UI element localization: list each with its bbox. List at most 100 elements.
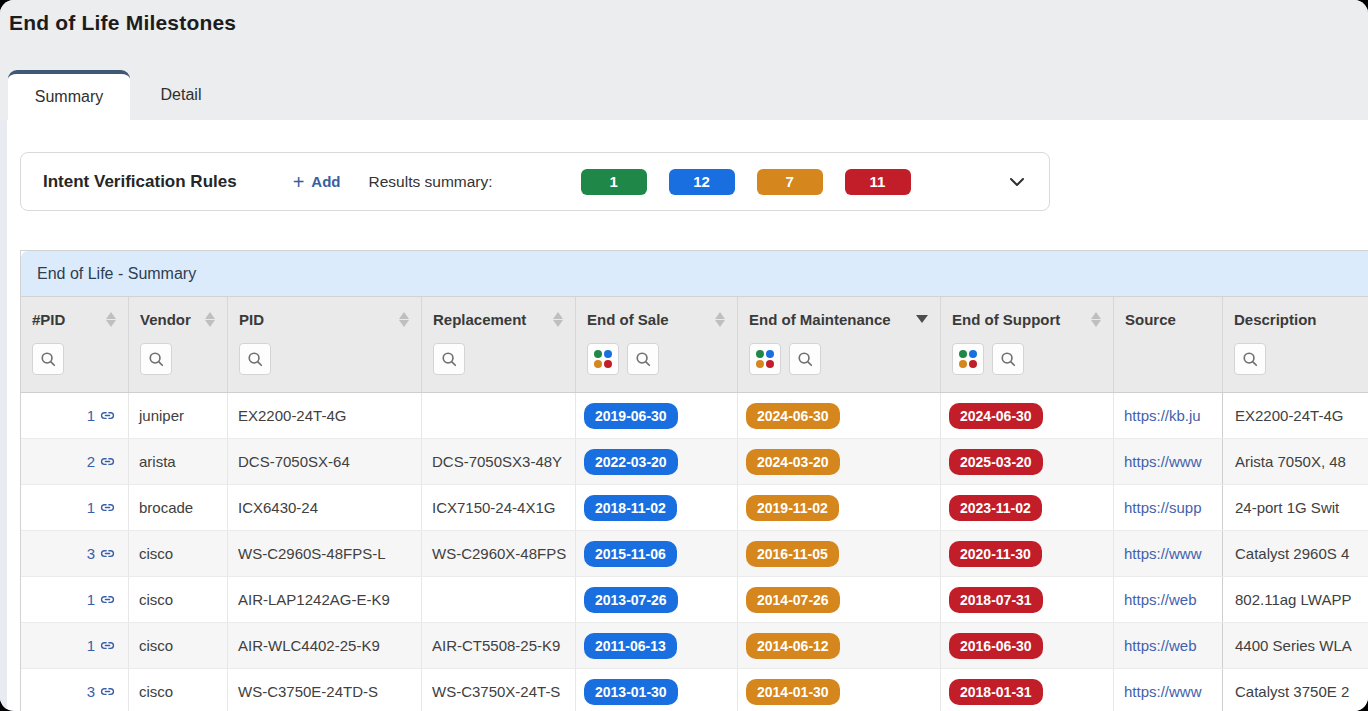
cell-text: cisco — [139, 545, 173, 562]
caret-down-icon — [205, 320, 215, 327]
column-title: #PID — [32, 311, 65, 328]
caret-up-icon — [399, 312, 409, 319]
source-link[interactable]: https://www — [1124, 545, 1202, 562]
cell-text: 4400 Series WLA — [1235, 637, 1352, 654]
cell-pid-count[interactable]: 1 — [21, 485, 129, 530]
app-window: End of Life Milestones Summary Detail In… — [0, 0, 1368, 711]
cell-description: 24-port 1G Swit — [1222, 485, 1368, 530]
sort-icon[interactable] — [205, 312, 215, 327]
table-row: 1brocadeICX6430-24ICX7150-24-4X1G2018-11… — [21, 485, 1368, 531]
color-filter-button-end_of_support[interactable] — [952, 343, 984, 375]
date-badge-end_of_sale: 2015-11-06 — [584, 541, 677, 567]
search-filter-button-vendor[interactable] — [140, 343, 172, 375]
pid-count-link[interactable]: 2 — [87, 453, 95, 470]
column-filter-row-replacement — [422, 341, 575, 392]
search-filter-button-replacement[interactable] — [433, 343, 465, 375]
column-header-end_of_support[interactable]: End of Support — [941, 297, 1114, 392]
sort-icon[interactable] — [106, 312, 116, 327]
result-badge-blue-count[interactable]: 12 — [669, 169, 735, 195]
source-link[interactable]: https://kb.ju — [1124, 407, 1201, 424]
cell-replacement: WS-C2960X-48FPS — [422, 531, 576, 576]
cell-replacement — [422, 577, 576, 622]
column-label-row-end_of_sale: End of Sale — [576, 297, 737, 341]
date-badge-end_of_maintenance: 2024-06-30 — [746, 403, 840, 429]
sort-icon[interactable] — [553, 312, 563, 327]
result-badge-red-count[interactable]: 11 — [845, 169, 911, 195]
pid-count-link[interactable]: 1 — [87, 499, 95, 516]
sort-icon[interactable] — [715, 312, 725, 327]
search-filter-button-end_of_sale[interactable] — [627, 343, 659, 375]
date-badge-end_of_sale: 2011-06-13 — [584, 633, 677, 659]
source-link[interactable]: https://web — [1124, 591, 1197, 608]
column-header-vendor[interactable]: Vendor — [129, 297, 228, 392]
search-filter-button-pid[interactable] — [239, 343, 271, 375]
color-dot — [969, 350, 977, 358]
cell-end_of_sale: 2011-06-13 — [576, 623, 738, 668]
pid-count-link[interactable]: 3 — [87, 683, 95, 700]
cell-pid-count[interactable]: 1 — [21, 393, 129, 438]
cell-text: cisco — [139, 683, 173, 700]
caret-down-icon — [715, 320, 725, 327]
sort-icon[interactable] — [1091, 312, 1101, 327]
cell-pid-count[interactable]: 1 — [21, 577, 129, 622]
pid-count-link[interactable]: 1 — [87, 637, 95, 654]
color-dot — [766, 350, 774, 358]
add-rule-button[interactable]: + Add — [293, 172, 341, 192]
collapse-panel-button[interactable] — [1007, 172, 1027, 192]
cell-pid-count[interactable]: 2 — [21, 439, 129, 484]
sort-desc-icon[interactable] — [916, 315, 928, 323]
date-badge-end_of_sale: 2018-11-02 — [584, 495, 677, 521]
chain-link-icon — [100, 638, 115, 653]
cell-end_of_maintenance: 2014-06-12 — [738, 623, 941, 668]
cell-text: DCS-7050SX3-48Y — [432, 453, 562, 470]
search-icon — [1241, 350, 1259, 368]
color-filter-button-end_of_maintenance[interactable] — [749, 343, 781, 375]
cell-description: Arista 7050X, 48 — [1222, 439, 1368, 484]
column-header-pid_count[interactable]: #PID — [21, 297, 129, 392]
color-filter-button-end_of_sale[interactable] — [587, 343, 619, 375]
pid-count-link[interactable]: 3 — [87, 545, 95, 562]
search-filter-button-end_of_maintenance[interactable] — [789, 343, 821, 375]
search-icon — [440, 350, 458, 368]
source-link[interactable]: https://www — [1124, 453, 1202, 470]
column-header-end_of_sale[interactable]: End of Sale — [576, 297, 738, 392]
column-label-row-source: Source — [1114, 297, 1222, 341]
search-filter-button-end_of_support[interactable] — [992, 343, 1024, 375]
source-link[interactable]: https://web — [1124, 637, 1197, 654]
sort-icon[interactable] — [399, 312, 409, 327]
pid-count-link[interactable]: 1 — [87, 407, 95, 424]
color-dot — [959, 350, 967, 358]
date-badge-end_of_maintenance: 2014-07-26 — [746, 587, 840, 613]
add-rule-label: Add — [311, 173, 340, 190]
result-badge-green-count[interactable]: 1 — [581, 169, 647, 195]
cell-pid-count[interactable]: 1 — [21, 623, 129, 668]
column-header-replacement[interactable]: Replacement — [422, 297, 576, 392]
source-link[interactable]: https://supp — [1124, 499, 1202, 516]
cell-end_of_maintenance: 2014-01-30 — [738, 669, 941, 711]
result-badge-orange-count[interactable]: 7 — [757, 169, 823, 195]
cell-pid-count[interactable]: 3 — [21, 669, 129, 711]
caret-up-icon — [553, 312, 563, 319]
cell-text: ICX7150-24-4X1G — [432, 499, 555, 516]
column-header-end_of_maintenance[interactable]: End of Maintenance — [738, 297, 941, 392]
column-header-description[interactable]: Description — [1223, 297, 1368, 392]
table-row: 3ciscoWS-C2960S-48FPS-LWS-C2960X-48FPS20… — [21, 531, 1368, 577]
cell-description: Catalyst 3750E 2 — [1222, 669, 1368, 711]
eol-summary-table: End of Life - Summary #PIDVendorPIDRepla… — [20, 250, 1368, 711]
cell-vendor: cisco — [129, 623, 228, 668]
page-header: End of Life Milestones Summary Detail — [0, 0, 1368, 120]
search-filter-button-pid_count[interactable] — [32, 343, 64, 375]
tab-detail[interactable]: Detail — [130, 70, 232, 120]
column-header-pid[interactable]: PID — [228, 297, 422, 392]
cell-pid-count[interactable]: 3 — [21, 531, 129, 576]
cell-end_of_support: 2018-01-31 — [941, 669, 1114, 711]
cell-end_of_sale: 2022-03-20 — [576, 439, 738, 484]
cell-end_of_support: 2025-03-20 — [941, 439, 1114, 484]
cell-text: Arista 7050X, 48 — [1235, 453, 1346, 470]
cell-vendor: cisco — [129, 669, 228, 711]
tab-summary[interactable]: Summary — [8, 70, 130, 120]
column-header-source[interactable]: Source — [1114, 297, 1223, 392]
source-link[interactable]: https://www — [1124, 683, 1202, 700]
search-filter-button-description[interactable] — [1234, 343, 1266, 375]
pid-count-link[interactable]: 1 — [87, 591, 95, 608]
